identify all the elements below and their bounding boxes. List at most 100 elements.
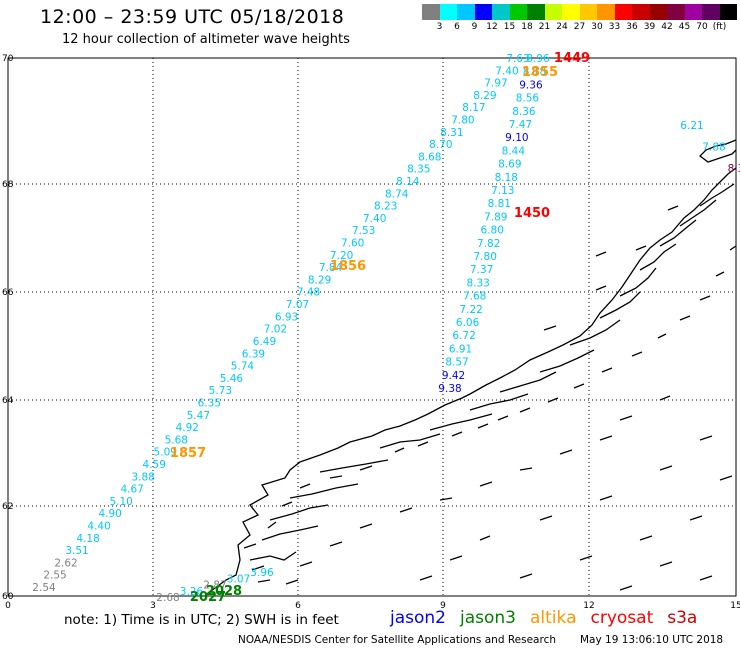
- lon-label: 6: [295, 601, 301, 611]
- wave-height-value: 6.35: [198, 397, 221, 409]
- coastline-segment: [497, 415, 509, 421]
- colorbar-label: 39: [643, 22, 656, 32]
- lat-lon-grid: [8, 58, 736, 596]
- coastline-segment: [539, 349, 595, 373]
- coastline-segment: [479, 481, 493, 487]
- colorbar-swatch: [667, 4, 685, 20]
- map-frame: [7, 57, 737, 597]
- colorbar-label: 21: [538, 22, 551, 32]
- coastline-segment: [659, 395, 671, 401]
- coastline-segment: [595, 285, 607, 291]
- coastline-segment: [679, 199, 717, 227]
- wave-height-value: 6.39: [242, 348, 265, 360]
- wave-height-value: 8.68: [418, 151, 441, 163]
- coastline-segment: [439, 497, 453, 501]
- wave-height-value: 5.46: [220, 373, 244, 385]
- wave-height-value: 7.40: [495, 65, 518, 77]
- colorbar-label: 18: [521, 22, 533, 32]
- coastline-segment: [417, 441, 429, 447]
- wave-height-value: 7.02: [264, 324, 287, 336]
- colorbar-swatch: [457, 4, 475, 20]
- wave-height-value: 2.68: [156, 592, 179, 604]
- wave-height-value: 8.3: [728, 163, 740, 175]
- wave-height-value: 6.93: [275, 311, 298, 323]
- coastline-segment: [359, 465, 373, 471]
- wave-height-value: 9.42: [442, 370, 465, 382]
- observation-layer: 2.542.552.623.514.184.404.905.104.673.88…: [32, 51, 740, 605]
- coastline-segment: [451, 431, 463, 437]
- wave-height-value: 7.88: [702, 142, 725, 154]
- colorbar-label: 3: [436, 22, 443, 32]
- colorbar-label: 15: [503, 22, 516, 32]
- wave-height-value: 8.56: [516, 93, 540, 105]
- wave-height-value: 5.09: [154, 447, 177, 459]
- colorbar-swatch: [632, 4, 650, 20]
- coastline-segment: [243, 543, 257, 549]
- lon-label: 9: [440, 601, 446, 611]
- coastline-segment: [449, 555, 463, 561]
- wave-height-value: 5.10: [109, 496, 132, 508]
- wave-height-value: 8.29: [473, 90, 496, 102]
- wave-height-value: 4.67: [120, 484, 143, 496]
- coastline-segment: [299, 561, 313, 567]
- wave-height-value: 7.07: [286, 299, 309, 311]
- wave-height-value: 5.68: [165, 434, 188, 446]
- colorbar-label: (ft): [712, 22, 727, 32]
- wave-height-value: 4.90: [98, 508, 121, 520]
- map-title: 12:00 – 23:59 UTC 05/18/2018: [40, 6, 345, 28]
- wave-height-value: 8.74: [385, 188, 409, 200]
- colorbar-swatch: [719, 4, 737, 20]
- coastline-segment: [261, 525, 319, 541]
- lon-label: 0: [5, 601, 11, 611]
- wave-height-value: 6.80: [481, 225, 504, 237]
- credit-text: NOAA/NESDIS Center for Satellite Applica…: [238, 634, 556, 646]
- map-subtitle: 12 hour collection of altimeter wave hei…: [62, 32, 350, 47]
- coastline-segment: [289, 483, 359, 499]
- wave-height-value: 8.31: [440, 127, 463, 139]
- coastline-segment: [719, 475, 733, 481]
- legend-altika: altika: [530, 608, 577, 628]
- colorbar-swatch: [474, 4, 492, 20]
- coastline-segment: [659, 561, 673, 567]
- colorbar-swatch: [544, 4, 562, 20]
- pass-time-label: 2028: [206, 584, 242, 599]
- coastline-segment: [257, 579, 271, 583]
- coastline-segment: [519, 467, 533, 471]
- colorbar-swatch: [614, 4, 632, 20]
- wave-height-value: 2.55: [43, 570, 66, 582]
- wave-height-value: 2.87: [203, 580, 226, 592]
- colorbar-label: 36: [626, 22, 638, 32]
- coastline-segment: [679, 315, 691, 321]
- colorbar-label: 24: [556, 22, 568, 32]
- coastline-segment: [559, 449, 573, 455]
- legend-jason3: jason3: [460, 608, 516, 628]
- pass-time-label: 1450: [514, 206, 550, 221]
- wave-height-value: 9.38: [438, 383, 461, 395]
- wave-height-value: 8.69: [498, 159, 521, 171]
- wave-height-value: 8.18: [495, 172, 518, 184]
- coastline-segment: [399, 507, 413, 513]
- lat-label: 66: [2, 288, 14, 298]
- wave-height-value: 3.51: [65, 545, 88, 557]
- wave-height-value: 7.40: [363, 213, 386, 225]
- wave-height-value: 8.70: [429, 139, 452, 151]
- lon-label: 3: [150, 601, 156, 611]
- wave-height-value: 7.47: [509, 119, 532, 131]
- wave-height-value: 4.59: [143, 459, 166, 471]
- pass-time-label: 1449: [554, 51, 590, 66]
- coastline-segment: [479, 535, 491, 541]
- coastline-segment: [639, 243, 677, 271]
- wave-height-value: 7.63: [506, 53, 529, 65]
- lon-label: 15: [730, 601, 740, 611]
- wave-height-value: 7.48: [297, 287, 320, 299]
- colorbar-label: 27: [573, 22, 586, 32]
- lat-label: 68: [2, 180, 14, 190]
- lat-label: 64: [2, 396, 14, 406]
- colorbar-label: 45: [678, 22, 691, 32]
- coastline-segment: [429, 413, 493, 431]
- wave-height-value: 7.60: [341, 238, 364, 250]
- coastline-segment: [631, 351, 643, 357]
- colorbar-swatch: [492, 4, 510, 20]
- coastline-segment: [267, 521, 277, 529]
